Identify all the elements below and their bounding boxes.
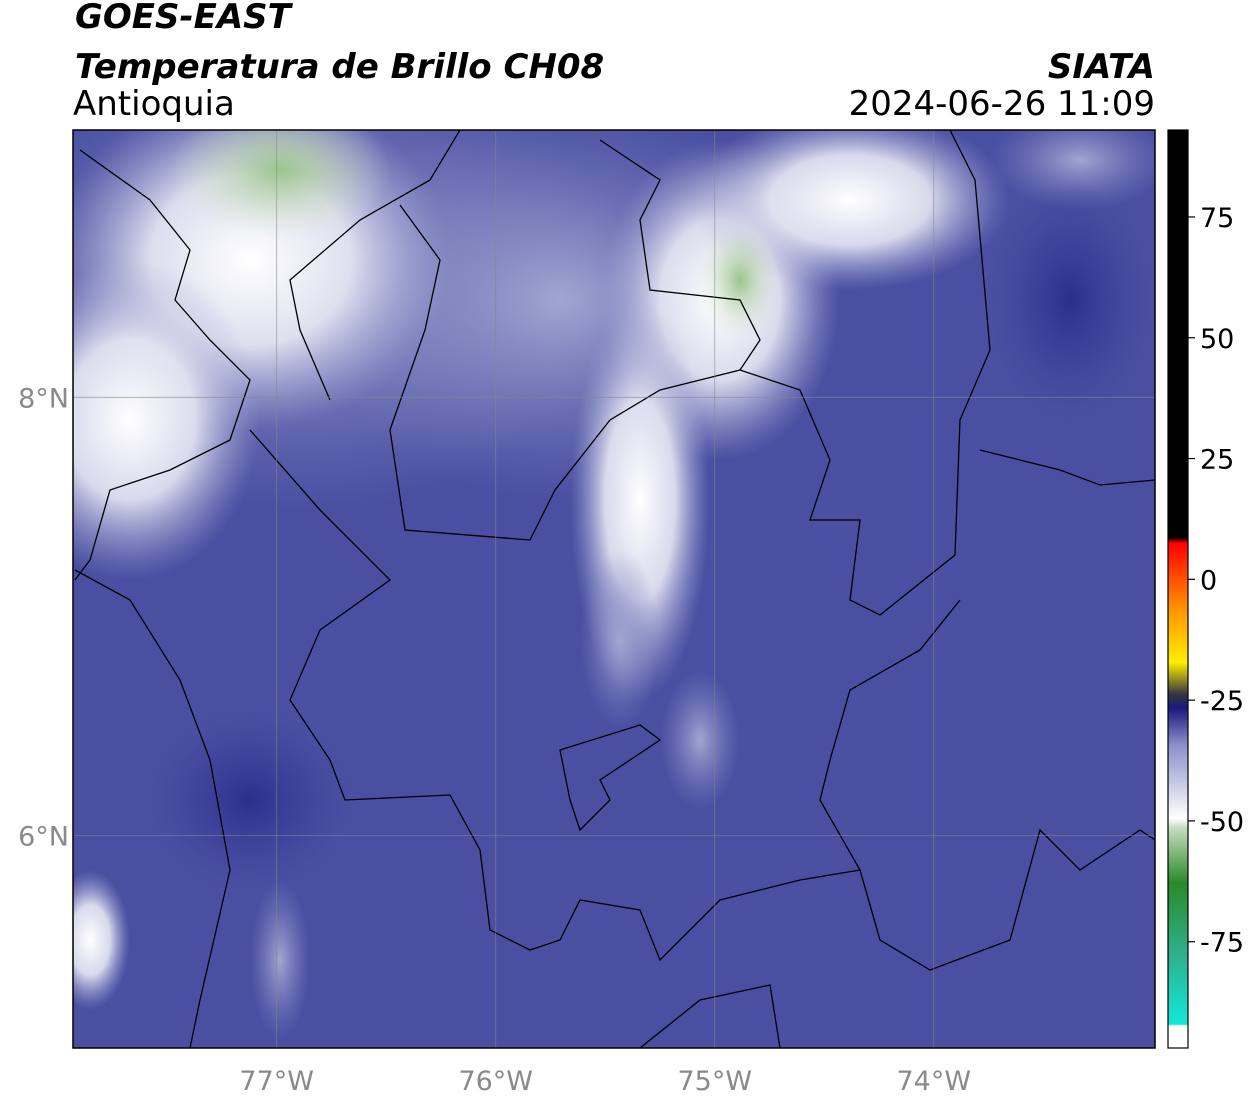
colorbar-tick-label: 50 (1200, 324, 1234, 355)
title: GOES-EAST (75, 0, 294, 37)
map-frame (72, 129, 1156, 1049)
graticule (73, 130, 1155, 1048)
colorbar-tick-label: 25 (1200, 445, 1234, 476)
lon-tick-label: 75°W (677, 1066, 752, 1097)
colorbar-tick-label: -75 (1200, 928, 1244, 959)
lon-tick-label: 74°W (897, 1066, 972, 1097)
colorbar (1167, 129, 1189, 1049)
lon-tick-label: 77°W (239, 1066, 314, 1097)
colorbar-tick-label: -25 (1200, 686, 1244, 717)
source: SIATA (1048, 47, 1155, 87)
region: Antioquia (73, 84, 235, 124)
colorbar-tick-label: 0 (1200, 565, 1217, 596)
colorbar-tick-label: 75 (1200, 203, 1234, 234)
lat-tick-label: 6°N (18, 821, 69, 852)
timestamp: 2024-06-26 11:09 (849, 84, 1155, 124)
lon-tick-label: 76°W (458, 1066, 533, 1097)
colorbar-tick-label: -50 (1200, 807, 1244, 838)
map-image (73, 130, 1155, 1048)
subtitle: Temperatura de Brillo CH08 (75, 47, 604, 87)
lat-tick-label: 8°N (18, 383, 69, 414)
